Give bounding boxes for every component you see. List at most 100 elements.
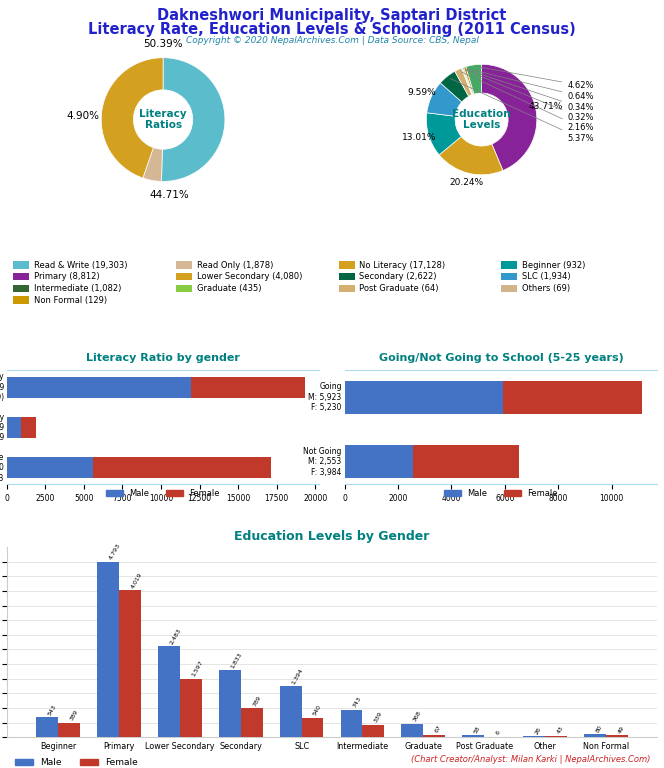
Text: Beginner (932): Beginner (932) [522, 260, 586, 270]
Wedge shape [466, 65, 481, 94]
Text: Lower Secondary (4,080): Lower Secondary (4,080) [197, 272, 302, 281]
Title: Literacy Ratio by gender: Literacy Ratio by gender [86, 353, 240, 362]
Text: 67: 67 [434, 724, 442, 733]
Wedge shape [161, 58, 225, 181]
Bar [345, 445, 413, 478]
Text: Graduate (435): Graduate (435) [197, 284, 261, 293]
Bar [339, 273, 355, 280]
Bar [158, 647, 180, 737]
Text: 43.71%: 43.71% [529, 102, 562, 111]
Wedge shape [101, 58, 163, 178]
Text: 26: 26 [534, 726, 542, 735]
Bar [13, 261, 29, 269]
Text: Intermediate (1,082): Intermediate (1,082) [34, 284, 122, 293]
Wedge shape [455, 68, 472, 97]
Text: 4.90%: 4.90% [66, 111, 99, 121]
Text: 49: 49 [617, 725, 625, 734]
Text: Secondary (2,622): Secondary (2,622) [359, 272, 437, 281]
Text: 13.01%: 13.01% [402, 134, 436, 142]
Bar [97, 562, 119, 737]
Bar [13, 285, 29, 292]
Bar [423, 735, 445, 737]
Text: 1,394: 1,394 [291, 667, 304, 685]
Text: 80: 80 [595, 724, 603, 733]
Text: Read & Write (19,303): Read & Write (19,303) [34, 260, 127, 270]
Bar [545, 736, 567, 737]
Bar [462, 735, 484, 737]
Text: 50.39%: 50.39% [143, 39, 183, 49]
Text: 20.24%: 20.24% [449, 178, 483, 187]
Text: No Literacy (17,128): No Literacy (17,128) [359, 260, 446, 270]
Bar [13, 296, 29, 304]
Text: SLC (1,934): SLC (1,934) [522, 272, 570, 281]
Text: 6: 6 [495, 730, 501, 736]
Bar [341, 710, 363, 737]
Text: 1,833: 1,833 [230, 651, 243, 669]
Bar [606, 736, 627, 737]
Title: Going/Not Going to School (5-25 years): Going/Not Going to School (5-25 years) [378, 353, 623, 362]
Text: Literacy
Ratios: Literacy Ratios [139, 109, 187, 131]
Text: 4,019: 4,019 [130, 571, 143, 589]
Wedge shape [463, 67, 474, 94]
Legend: Male, Female: Male, Female [11, 755, 141, 768]
Bar [280, 687, 301, 737]
Bar [339, 261, 355, 269]
Text: Literacy Rate, Education Levels & Schooling (2011 Census): Literacy Rate, Education Levels & School… [88, 22, 576, 37]
Text: 2,483: 2,483 [169, 627, 182, 645]
Wedge shape [463, 68, 473, 94]
Text: Others (69): Others (69) [522, 284, 570, 293]
Text: 540: 540 [313, 703, 323, 717]
Wedge shape [461, 68, 473, 95]
Bar [180, 679, 202, 737]
Text: 44.71%: 44.71% [149, 190, 189, 200]
Wedge shape [439, 137, 503, 175]
Bar [7, 458, 93, 478]
Bar [93, 458, 271, 478]
Bar [401, 723, 423, 737]
Bar [501, 273, 517, 280]
Bar [301, 717, 323, 737]
Bar [584, 734, 606, 737]
Text: 1,597: 1,597 [191, 660, 204, 677]
Wedge shape [143, 147, 162, 181]
Bar [191, 377, 305, 398]
Text: Primary (8,812): Primary (8,812) [34, 272, 100, 281]
Text: 4.62%: 4.62% [477, 67, 594, 90]
Bar [21, 417, 36, 438]
Bar [345, 381, 503, 414]
Bar [241, 708, 263, 737]
Bar [363, 725, 384, 737]
Text: 368: 368 [412, 710, 422, 723]
Bar [119, 590, 141, 737]
Text: 743: 743 [351, 696, 362, 709]
Bar [37, 717, 58, 737]
Title: Education Levels by Gender: Education Levels by Gender [234, 530, 430, 543]
Bar [503, 381, 643, 414]
Text: 789: 789 [252, 694, 262, 707]
Bar [339, 285, 355, 292]
Text: Copyright © 2020 NepalArchives.Com | Data Source: CBS, Nepal: Copyright © 2020 NepalArchives.Com | Dat… [185, 36, 479, 45]
Text: 2.16%: 2.16% [461, 71, 594, 132]
Text: 0.32%: 0.32% [465, 70, 594, 122]
Bar [176, 285, 192, 292]
Text: Read Only (1,878): Read Only (1,878) [197, 260, 273, 270]
Text: 58: 58 [473, 725, 481, 734]
Text: 389: 389 [69, 709, 80, 722]
Text: 4,793: 4,793 [108, 543, 122, 561]
Text: 43: 43 [556, 725, 564, 735]
Text: Dakneshwori Municipality, Saptari District: Dakneshwori Municipality, Saptari Distri… [157, 8, 507, 23]
Wedge shape [427, 83, 461, 116]
Bar [176, 261, 192, 269]
Text: Post Graduate (64): Post Graduate (64) [359, 284, 439, 293]
Bar [219, 670, 241, 737]
Bar [7, 417, 21, 438]
Bar [7, 377, 191, 398]
Legend: Male, Female: Male, Female [441, 485, 561, 501]
Text: 0.64%: 0.64% [467, 68, 594, 101]
Text: (Chart Creator/Analyst: Milan Karki | NepalArchives.Com): (Chart Creator/Analyst: Milan Karki | Ne… [411, 755, 651, 764]
Text: 9.59%: 9.59% [408, 88, 437, 98]
Text: 339: 339 [373, 711, 384, 723]
Bar [13, 273, 29, 280]
Text: Non Formal (129): Non Formal (129) [34, 296, 107, 304]
Bar [176, 273, 192, 280]
